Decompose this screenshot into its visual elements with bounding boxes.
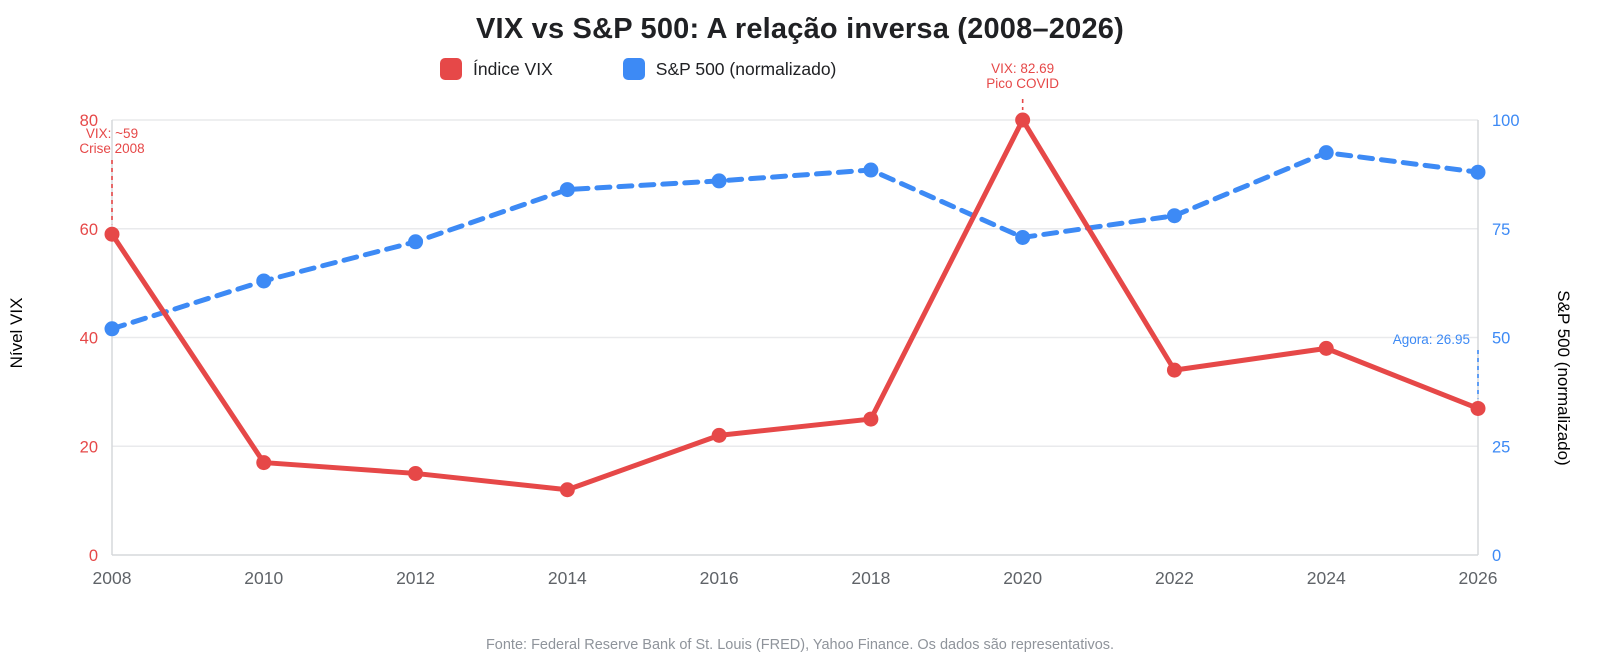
legend: Índice VIX S&P 500 (normalizado) (440, 58, 836, 80)
chart-title: VIX vs S&P 500: A relação inversa (2008–… (476, 13, 1124, 45)
annotation-crise-2008: VIX: ~59 Crise 2008 (79, 126, 144, 156)
x-axis-tick: 2026 (1459, 568, 1498, 588)
vix-line (109, 117, 1481, 493)
sp500-point-2026[interactable] (1470, 164, 1486, 180)
right-axis-tick: 75 (1492, 221, 1510, 239)
vix-point-2010[interactable] (256, 455, 272, 471)
right-axis-tick: 100 (1492, 112, 1520, 130)
vix-point-2014[interactable] (559, 482, 575, 498)
x-axis-tick: 2008 (93, 568, 132, 588)
vix-point-2022[interactable] (1166, 362, 1182, 378)
vix-point-2026[interactable] (1470, 400, 1486, 416)
x-axis-tick: 2024 (1307, 568, 1346, 588)
vix-point-2020[interactable] (1015, 112, 1031, 128)
right-axis-title: S&P 500 (normalizado) (1554, 290, 1573, 466)
left-axis-tick: 40 (80, 330, 98, 348)
sp500-point-2008[interactable] (104, 321, 120, 337)
right-axis-tick: 25 (1492, 438, 1510, 456)
vix-point-2018[interactable] (863, 411, 879, 427)
vix-legend-label: Índice VIX (473, 58, 553, 79)
sp500-point-2018[interactable] (863, 162, 879, 178)
annotation-line: VIX: 82.69 (991, 61, 1055, 76)
left-axis-tick: 20 (80, 438, 98, 456)
sp500-point-2020[interactable] (1015, 229, 1031, 245)
vix-point-2012[interactable] (408, 465, 424, 481)
x-axis-tick: 2022 (1155, 568, 1194, 588)
vix-point-2016[interactable] (711, 427, 727, 443)
left-axis-tick: 60 (80, 221, 98, 239)
sp500-legend-swatch-icon (622, 58, 645, 80)
left-axis-tick: 80 (80, 112, 98, 130)
vix-legend-swatch-icon (440, 58, 462, 80)
legend-item-vix[interactable]: Índice VIX (440, 58, 553, 80)
sp500-line (109, 150, 1481, 332)
vix-point-2008[interactable] (104, 226, 120, 242)
source-note: Fonte: Federal Reserve Bank of St. Louis… (485, 637, 1115, 653)
x-axis-tick: 2010 (244, 568, 283, 588)
x-axis-tick: 2018 (851, 568, 890, 588)
left-axis-tick: 0 (89, 547, 98, 565)
annotation-line: Crise 2008 (79, 141, 145, 156)
x-axis-tick: 2014 (548, 568, 587, 588)
x-axis-tick: 2020 (1003, 568, 1042, 588)
vix-point-2024[interactable] (1318, 340, 1334, 356)
sp500-point-2012[interactable] (408, 234, 424, 250)
annotation-agora: Agora: 26.95 (1393, 332, 1470, 347)
right-axis-tick: 0 (1492, 547, 1501, 565)
x-axis-tick: 2016 (700, 568, 739, 588)
x-axis-tick: 2012 (396, 568, 435, 588)
sp500-point-2024[interactable] (1318, 145, 1334, 161)
sp500-point-2014[interactable] (559, 182, 575, 198)
annotation-line: VIX: ~59 (85, 126, 139, 141)
sp500-point-2022[interactable] (1166, 208, 1182, 224)
annotation-pico-covid: VIX: 82.69 Pico COVID (986, 61, 1059, 91)
sp500-point-2010[interactable] (256, 273, 272, 289)
sp500-point-2016[interactable] (711, 173, 727, 189)
right-axis-tick: 50 (1492, 330, 1510, 348)
sp500-legend-label: S&P 500 (normalizado) (655, 58, 837, 79)
left-axis-title: Nível VIX (7, 297, 26, 369)
legend-item-sp500[interactable]: S&P 500 (normalizado) (622, 58, 837, 80)
annotation-line: Agora: 26.95 (1392, 332, 1470, 347)
annotation-line: Pico COVID (986, 76, 1060, 91)
